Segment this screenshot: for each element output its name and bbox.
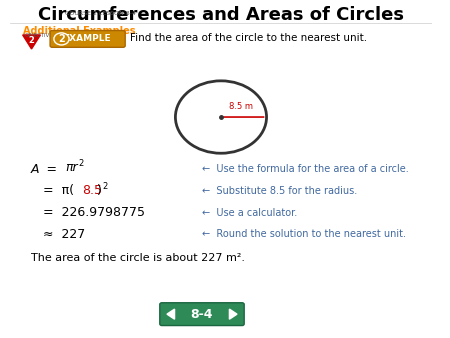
Text: 8.5: 8.5 (83, 184, 103, 197)
Text: COURSE 2 LESSON 8-4: COURSE 2 LESSON 8-4 (65, 11, 136, 16)
Text: ←  Round the solution to the nearest unit.: ← Round the solution to the nearest unit… (202, 230, 406, 239)
Text: ←  Substitute 8.5 for the radius.: ← Substitute 8.5 for the radius. (202, 186, 357, 196)
Text: =  π(: = π( (31, 184, 74, 197)
Text: ): ) (96, 184, 101, 197)
Text: Circumferences and Areas of Circles: Circumferences and Areas of Circles (38, 6, 404, 24)
Text: A  =: A = (31, 163, 62, 175)
Polygon shape (167, 309, 175, 319)
Text: 2: 2 (78, 160, 84, 168)
Text: 2: 2 (29, 37, 35, 45)
Text: EXAMPLE: EXAMPLE (63, 34, 111, 44)
Text: ≈  227: ≈ 227 (31, 228, 86, 241)
Text: =  226.9798775: = 226.9798775 (31, 206, 145, 219)
Polygon shape (22, 35, 40, 49)
Text: Find the area of the circle to the nearest unit.: Find the area of the circle to the neare… (130, 33, 367, 43)
Polygon shape (230, 309, 237, 319)
Text: 2: 2 (102, 182, 107, 191)
Text: 8.5 m: 8.5 m (229, 102, 252, 111)
FancyBboxPatch shape (50, 30, 125, 47)
Text: ←  Use the formula for the area of a circle.: ← Use the formula for the area of a circ… (202, 164, 409, 174)
Text: 2: 2 (58, 34, 65, 44)
Text: Additional Examples: Additional Examples (22, 26, 135, 35)
Text: The area of the circle is about 227 m².: The area of the circle is about 227 m². (31, 253, 245, 263)
Text: πr: πr (66, 161, 78, 174)
Text: OBJECTIVE: OBJECTIVE (24, 33, 53, 38)
Circle shape (54, 33, 69, 45)
Text: 8-4: 8-4 (191, 308, 213, 321)
Text: ←  Use a calculator.: ← Use a calculator. (202, 208, 297, 218)
FancyBboxPatch shape (160, 303, 244, 325)
